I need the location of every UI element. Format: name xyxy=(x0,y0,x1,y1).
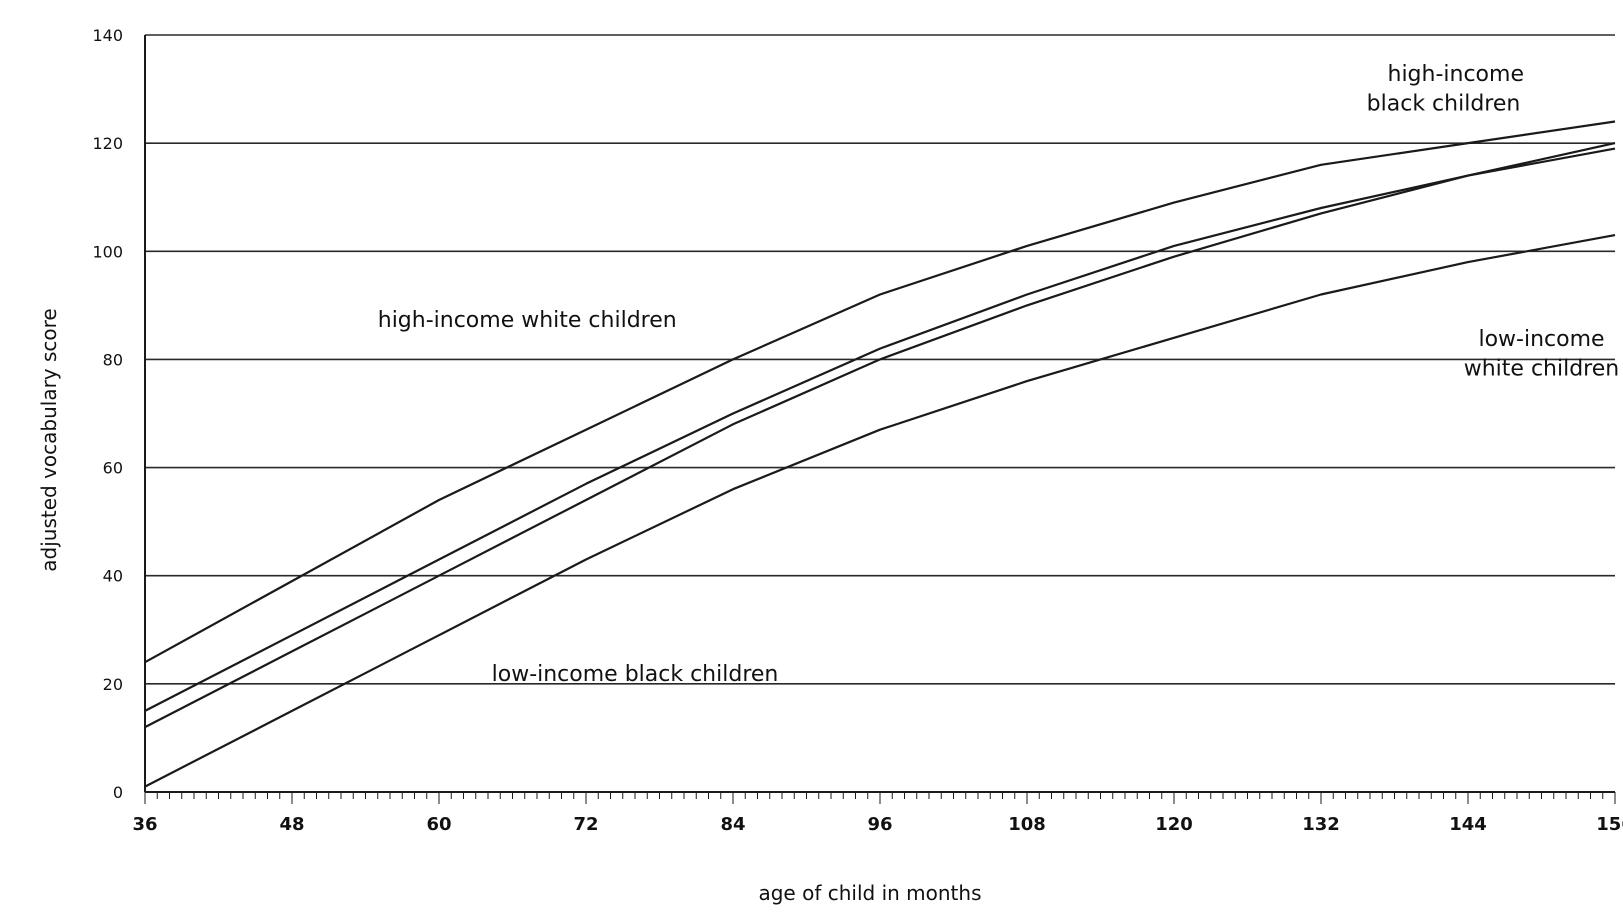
series-line-1 xyxy=(144,147,1616,712)
x-tick-label-0: 36 xyxy=(132,814,157,835)
y-tick-label-2: 40 xyxy=(103,567,123,586)
annotation-label-1: high-income xyxy=(1388,62,1524,87)
series-line-2 xyxy=(144,142,1616,729)
annotations: high-income white children high-income bla… xyxy=(378,62,1619,687)
series-line-3 xyxy=(144,234,1616,788)
y-tick-label-0: 0 xyxy=(113,783,123,802)
x-tick-label-2: 60 xyxy=(426,814,451,835)
x-tick-label-7: 120 xyxy=(1155,814,1193,835)
y-tick-label-4: 80 xyxy=(103,350,123,369)
y-tick-label-3: 60 xyxy=(103,459,123,478)
annotation-label-2: black children xyxy=(1367,92,1521,117)
gridlines xyxy=(145,34,1615,685)
y-axis-title: adjusted vocabulary score xyxy=(37,308,61,571)
y-tick-label-6: 120 xyxy=(92,134,123,153)
y-tick-label-1: 20 xyxy=(103,675,123,694)
annotation-label-5: low-income black children xyxy=(492,662,779,687)
y-tick-label-7: 140 xyxy=(92,26,123,45)
x-tick-label-1: 48 xyxy=(279,814,304,835)
x-tick-label-10: 156 xyxy=(1596,814,1623,835)
x-tick-label-4: 84 xyxy=(720,814,745,835)
annotation-label-4: white children xyxy=(1464,357,1619,382)
x-tick-label-8: 132 xyxy=(1302,814,1340,835)
y-tick-label-5: 100 xyxy=(92,242,123,261)
annotation-label-3: low-income xyxy=(1478,327,1604,352)
x-tick-label-6: 108 xyxy=(1008,814,1046,835)
series-line-0 xyxy=(144,120,1616,664)
x-tick-label-9: 144 xyxy=(1449,814,1487,835)
x-axis-title: age of child in months xyxy=(758,881,981,905)
annotation-label-0: high-income white children xyxy=(378,308,677,333)
x-tick-label-5: 96 xyxy=(867,814,892,835)
axes: 0 20 40 60 80 100 120 140 36 48 60 72 84 96 108 120 132 1… xyxy=(92,26,1623,835)
series-lines xyxy=(144,120,1616,788)
x-tick-label-3: 72 xyxy=(573,814,598,835)
